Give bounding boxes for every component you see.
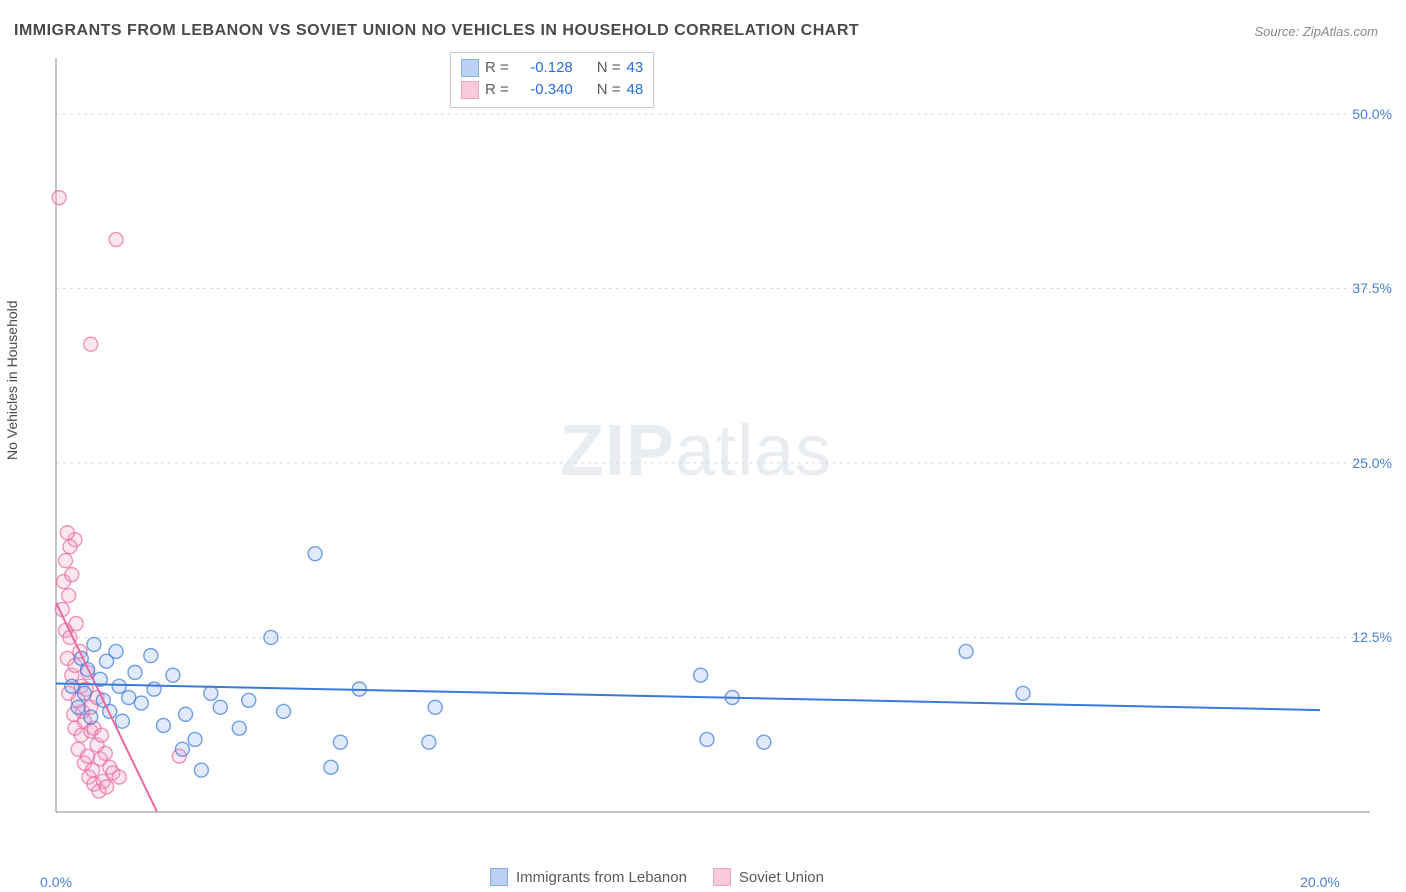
ytick-label: 12.5% [1352,629,1392,645]
ytick-label: 37.5% [1352,280,1392,296]
bottom-legend: Immigrants from Lebanon Soviet Union [490,868,824,886]
legend-item: Soviet Union [713,868,824,886]
legend-label: Immigrants from Lebanon [516,869,687,886]
legend-swatch [490,868,508,886]
scatter-plot [50,52,1380,842]
xtick-label: 20.0% [1300,874,1340,890]
ytick-label: 50.0% [1352,106,1392,122]
source-label: Source: ZipAtlas.com [1254,24,1378,39]
xtick-label: 0.0% [40,874,72,890]
plot-svg [50,52,1380,842]
chart-title: IMMIGRANTS FROM LEBANON VS SOVIET UNION … [14,22,859,40]
legend-swatch [713,868,731,886]
correlation-stat-box: R =-0.128N =43R =-0.340N =48 [450,52,654,108]
legend-swatch [461,81,479,99]
stat-row: R =-0.128N =43 [461,57,643,79]
stat-row: R =-0.340N =48 [461,79,643,101]
ytick-label: 25.0% [1352,455,1392,471]
legend-label: Soviet Union [739,869,824,886]
legend-swatch [461,59,479,77]
yaxis-label: No Vehicles in Household [4,300,20,460]
legend-item: Immigrants from Lebanon [490,868,687,886]
